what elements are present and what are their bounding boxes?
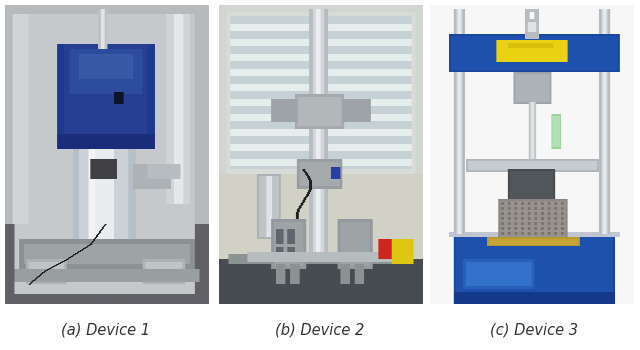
Text: (a) Device 1: (a) Device 1 — [61, 323, 150, 338]
Text: (b) Device 2: (b) Device 2 — [275, 323, 365, 338]
Text: (c) Device 3: (c) Device 3 — [490, 323, 579, 338]
